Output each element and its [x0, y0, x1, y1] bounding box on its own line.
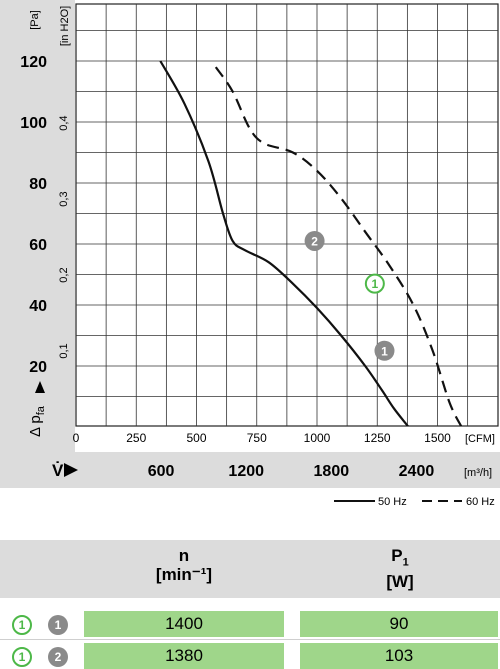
outline-badge: 1	[12, 647, 32, 667]
y-axis-label-sub: fa	[35, 405, 47, 415]
cell-n: 1400	[84, 611, 284, 637]
markers: 2 1 1	[304, 230, 395, 361]
marker-label: 1	[371, 277, 378, 291]
x-tick-label: 250	[126, 431, 146, 445]
col-p-header: P1 [W]	[300, 546, 500, 591]
filled-badge: 1	[48, 615, 68, 635]
y-tick-label-right: 0,4	[58, 115, 70, 130]
axis-labels: 120 100 80 60 40 20 0,4 0,3 0,2 0,1 0 250 500 750 1000…	[20, 54, 451, 480]
y-unit-left: [Pa]	[29, 10, 41, 30]
x-axis-arrow-icon	[64, 463, 78, 477]
filled-badge: 2	[48, 647, 68, 667]
cell-p: 90	[300, 611, 498, 637]
marker-label: 1	[381, 344, 388, 358]
marker-label: 2	[311, 234, 318, 248]
outline-badge: 1	[12, 615, 32, 635]
col-p-title-wrap: P1	[300, 546, 500, 572]
x-tick-label-m3h: 1800	[314, 463, 350, 480]
y-tick-label-right: 0,3	[58, 191, 70, 206]
svg-text:Δ pfa: Δ pfa	[27, 405, 47, 437]
x-unit-m3h: [m³/h]	[464, 467, 492, 479]
data-table: n [min⁻¹] P1 [W] 1 1 1400 90 1 2 1380 10…	[0, 540, 500, 669]
y-axis-label: Δ p	[27, 415, 44, 437]
x-tick-label-m3h: 1200	[228, 463, 264, 480]
y-tick-label: 80	[29, 176, 47, 193]
grid	[75, 3, 499, 427]
cell-n: 1380	[84, 643, 284, 669]
y-tick-label: 60	[29, 237, 47, 254]
x-tick-label-m3h: 600	[148, 463, 175, 480]
operating-point-marker	[364, 273, 385, 294]
operating-point-marker	[374, 340, 395, 361]
legend: 50 Hz 60 Hz	[334, 496, 495, 508]
cell-p: 103	[300, 643, 498, 669]
legend-item-50hz: 50 Hz	[378, 496, 407, 508]
table-row: 1 2 1380 103	[0, 643, 500, 669]
y-axis-arrow-icon	[35, 381, 45, 393]
y-tick-label: 120	[20, 54, 47, 71]
x-tick-label: 1500	[424, 431, 451, 445]
bottom-panel	[0, 452, 500, 488]
x-unit-cfm: [CFM]	[465, 433, 495, 445]
table-row: 1 1 1400 90	[0, 611, 500, 637]
col-p-sub: 1	[402, 556, 409, 569]
y-tick-label-right: 0,1	[58, 343, 70, 358]
left-panel	[0, 0, 75, 488]
col-p-unit: [W]	[386, 572, 414, 592]
y-unit-right: [in H2O]	[59, 6, 71, 46]
fan-performance-chart: 2 1 1 120 100 80 60 40 20 0,4 0,3 0,2 0,1 0 250 500 750…	[0, 0, 500, 508]
legend-item-60hz: 60 Hz	[466, 496, 495, 508]
y-axis-title: Δ pfa	[27, 381, 47, 437]
col-n-title: n	[178, 546, 190, 565]
y-tick-label-right: 0,2	[58, 267, 70, 282]
col-n-unit: [min⁻¹]	[155, 565, 213, 584]
series-line	[159, 60, 410, 426]
x-tick-label: 1250	[364, 431, 391, 445]
y-tick-label: 20	[29, 359, 47, 376]
col-p-title: P	[391, 546, 403, 565]
curves	[159, 60, 463, 426]
x-axis-label: V̇	[52, 461, 64, 480]
y-tick-label: 100	[20, 115, 47, 132]
col-n-header: n [min⁻¹]	[84, 546, 284, 584]
operating-point-marker	[304, 230, 325, 251]
x-tick-label: 750	[247, 431, 267, 445]
table-header: n [min⁻¹] P1 [W]	[0, 540, 500, 598]
y-tick-label: 40	[29, 298, 47, 315]
x-tick-label-m3h: 2400	[399, 463, 435, 480]
row-divider	[0, 639, 500, 640]
x-tick-label: 1000	[304, 431, 331, 445]
x-tick-label: 0	[73, 431, 80, 445]
series-line	[214, 66, 463, 426]
x-tick-label: 500	[186, 431, 206, 445]
